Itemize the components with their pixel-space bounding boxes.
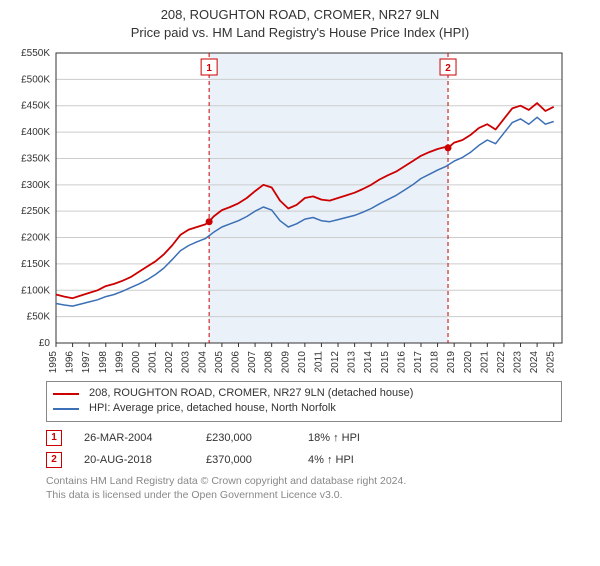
svg-text:2021: 2021 [479,351,490,374]
sale-date-1: 26-MAR-2004 [84,432,184,444]
svg-text:2020: 2020 [463,351,474,374]
svg-text:2015: 2015 [380,351,391,374]
svg-text:2006: 2006 [230,351,241,374]
svg-text:2017: 2017 [413,351,424,374]
legend-item-property: 208, ROUGHTON ROAD, CROMER, NR27 9LN (de… [53,386,555,401]
sale-marker-1: 1 [46,430,62,446]
svg-text:2010: 2010 [297,351,308,374]
chart-title: 208, ROUGHTON ROAD, CROMER, NR27 9LN Pri… [0,6,600,41]
sale-price-1: £230,000 [206,432,286,444]
svg-text:£250K: £250K [21,206,50,217]
svg-text:£100K: £100K [21,285,50,296]
svg-text:2011: 2011 [313,351,324,373]
svg-text:£550K: £550K [21,48,50,59]
svg-text:2012: 2012 [330,351,341,374]
sale-diff-1: 18% ↑ HPI [308,432,360,444]
svg-text:2025: 2025 [546,351,557,374]
svg-text:2001: 2001 [148,351,159,374]
svg-text:1: 1 [206,63,212,74]
svg-text:2014: 2014 [363,351,374,374]
svg-text:£300K: £300K [21,180,50,191]
sale-date-2: 20-AUG-2018 [84,454,184,466]
svg-text:2005: 2005 [214,351,225,374]
svg-text:2004: 2004 [197,351,208,374]
svg-text:£50K: £50K [27,312,51,323]
svg-text:£200K: £200K [21,233,50,244]
svg-text:2018: 2018 [430,351,441,374]
sale-row-1: 1 26-MAR-2004 £230,000 18% ↑ HPI [46,430,562,446]
svg-text:2019: 2019 [446,351,457,374]
svg-text:2023: 2023 [513,351,524,374]
svg-text:2: 2 [445,63,451,74]
svg-text:2007: 2007 [247,351,258,374]
svg-text:1996: 1996 [65,351,76,374]
legend-swatch-property [53,393,79,395]
svg-text:1998: 1998 [98,351,109,374]
footer-line2: This data is licensed under the Open Gov… [46,488,562,502]
svg-text:£0: £0 [39,338,51,349]
svg-text:2008: 2008 [264,351,275,374]
svg-text:2024: 2024 [529,351,540,374]
legend-label-property: 208, ROUGHTON ROAD, CROMER, NR27 9LN (de… [89,386,413,401]
footer-line1: Contains HM Land Registry data © Crown c… [46,474,562,488]
sale-price-2: £370,000 [206,454,286,466]
svg-text:2002: 2002 [164,351,175,374]
svg-text:1995: 1995 [48,351,59,374]
sales-list: 1 26-MAR-2004 £230,000 18% ↑ HPI 2 20-AU… [46,430,562,468]
svg-text:2000: 2000 [131,351,142,374]
chart-container: £0 £50K £100K £150K £200K £250K £300K £350K £400… [10,45,590,375]
sale-row-2: 2 20-AUG-2018 £370,000 4% ↑ HPI [46,452,562,468]
svg-text:1999: 1999 [114,351,125,374]
svg-text:£150K: £150K [21,259,50,270]
svg-text:£450K: £450K [21,101,50,112]
svg-text:2022: 2022 [496,351,507,374]
svg-text:2013: 2013 [347,351,358,374]
title-address: 208, ROUGHTON ROAD, CROMER, NR27 9LN [0,6,600,24]
sale-diff-2: 4% ↑ HPI [308,454,354,466]
legend-swatch-hpi [53,408,79,410]
legend-label-hpi: HPI: Average price, detached house, Nort… [89,401,336,416]
legend: 208, ROUGHTON ROAD, CROMER, NR27 9LN (de… [46,381,562,422]
svg-text:1997: 1997 [81,351,92,374]
svg-text:2003: 2003 [181,351,192,374]
svg-text:£500K: £500K [21,74,50,85]
title-subtitle: Price paid vs. HM Land Registry's House … [0,24,600,42]
svg-text:£350K: £350K [21,154,50,165]
svg-text:2016: 2016 [396,351,407,374]
svg-text:£400K: £400K [21,127,50,138]
sale-marker-2: 2 [46,452,62,468]
price-chart: £0 £50K £100K £150K £200K £250K £300K £350K £400… [10,45,590,375]
legend-item-hpi: HPI: Average price, detached house, Nort… [53,401,555,416]
footer: Contains HM Land Registry data © Crown c… [46,474,562,502]
svg-text:2009: 2009 [280,351,291,374]
